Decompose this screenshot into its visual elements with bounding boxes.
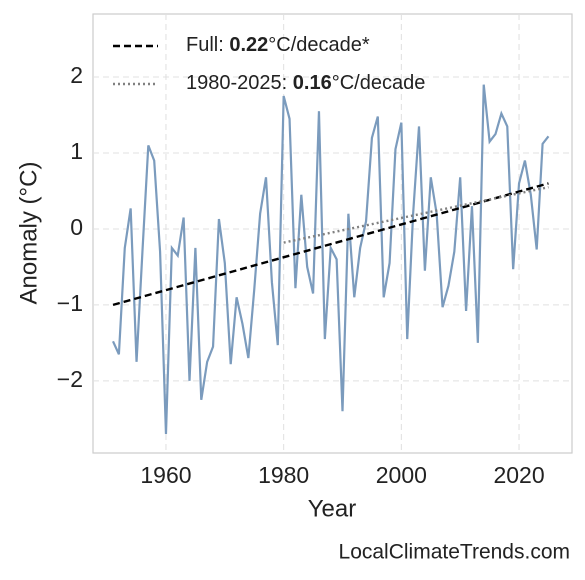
x-axis-title: Year [308, 495, 357, 522]
legend-slope: 0.22 [229, 34, 268, 56]
watermark: LocalClimateTrends.com [339, 541, 570, 564]
y-tick-label: −1 [57, 290, 83, 316]
legend-suffix: °C/decade* [268, 34, 370, 56]
x-tick-label: 1960 [140, 462, 191, 488]
legend-prefix: Full: [186, 34, 229, 56]
legend-prefix: 1980-2025: [186, 72, 293, 94]
legend-suffix: °C/decade [332, 72, 426, 94]
legend-label: Full: 0.22°C/decade* [186, 34, 370, 56]
x-tick-label: 1980 [258, 462, 309, 488]
x-tick-label: 2000 [376, 462, 427, 488]
data-line [112, 84, 550, 435]
trend-line [283, 185, 549, 244]
legend-slope: 0.16 [293, 72, 332, 94]
y-tick-label: −2 [57, 366, 83, 392]
plot-frame [92, 13, 573, 454]
trend-line [112, 182, 549, 307]
y-axis-title: Anomaly (°C) [15, 162, 42, 305]
x-tick-label: 2020 [493, 462, 544, 488]
y-tick-label: 1 [70, 138, 83, 164]
y-tick-label: 2 [70, 62, 83, 88]
y-tick-label: 0 [70, 214, 83, 240]
legend-label: 1980-2025: 0.16°C/decade [186, 72, 425, 94]
